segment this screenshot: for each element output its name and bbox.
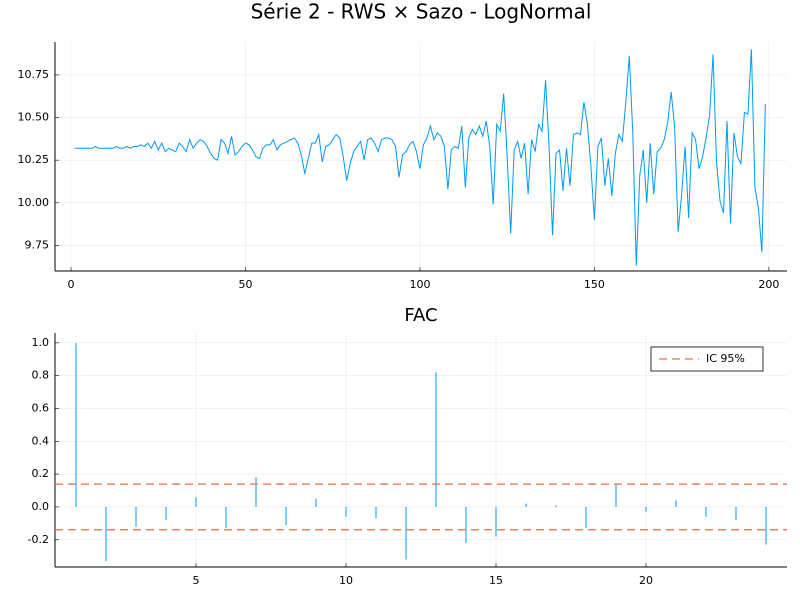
x-tick-label: 200 xyxy=(758,278,779,291)
y-tick-label: 10.00 xyxy=(18,196,50,209)
legend-label: IC 95% xyxy=(706,352,745,365)
x-tick-label: 0 xyxy=(68,278,75,291)
y-tick-label: 0.0 xyxy=(32,500,50,513)
x-tick-label: 50 xyxy=(239,278,253,291)
x-tick-label: 20 xyxy=(639,574,653,587)
x-tick-label: 10 xyxy=(339,574,353,587)
y-tick-label: -0.2 xyxy=(28,533,49,546)
line-series xyxy=(74,49,766,266)
chart-title: FAC xyxy=(404,305,437,326)
x-tick-label: 5 xyxy=(193,574,200,587)
legend-box xyxy=(650,346,764,372)
y-tick-label: 0.8 xyxy=(32,369,50,382)
x-tick-label: 150 xyxy=(584,278,605,291)
y-tick-label: 0.6 xyxy=(32,401,50,414)
x-tick-label: 15 xyxy=(489,574,503,587)
y-tick-label: 10.25 xyxy=(18,153,50,166)
y-tick-label: 0.2 xyxy=(32,467,50,480)
chart-title: Série 2 - RWS × Sazo - LogNormal xyxy=(251,0,592,24)
y-tick-label: 9.75 xyxy=(25,238,50,251)
y-tick-label: 0.4 xyxy=(32,434,50,447)
y-tick-label: 1.0 xyxy=(32,336,50,349)
x-tick-label: 100 xyxy=(409,278,430,291)
y-tick-label: 10.75 xyxy=(18,68,50,81)
y-tick-label: 10.50 xyxy=(18,111,50,124)
